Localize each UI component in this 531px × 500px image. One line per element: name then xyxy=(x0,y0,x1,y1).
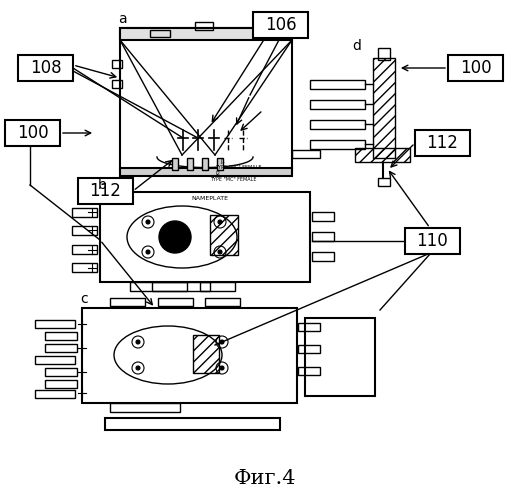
Bar xyxy=(105,418,280,430)
Bar xyxy=(120,28,292,40)
Bar xyxy=(120,168,292,176)
Bar xyxy=(312,252,334,261)
Bar xyxy=(200,282,235,291)
Bar xyxy=(72,245,97,254)
Bar xyxy=(110,403,180,412)
Bar xyxy=(253,12,308,38)
Bar xyxy=(310,140,365,149)
Bar xyxy=(35,356,75,364)
Bar xyxy=(158,298,193,306)
Text: 110: 110 xyxy=(417,232,448,250)
Bar xyxy=(298,345,320,353)
Bar xyxy=(18,55,73,81)
Bar xyxy=(312,232,334,241)
Text: TYPE "MC" FEMALE: TYPE "MC" FEMALE xyxy=(210,177,256,182)
Bar xyxy=(100,192,310,282)
Bar xyxy=(112,60,122,68)
Bar xyxy=(312,212,334,221)
Circle shape xyxy=(220,366,224,370)
Bar xyxy=(5,120,60,146)
Circle shape xyxy=(159,221,191,253)
Bar xyxy=(217,158,223,170)
Text: 100: 100 xyxy=(16,124,48,142)
Text: TYPE "MC" FEMALE: TYPE "MC" FEMALE xyxy=(215,165,261,170)
Bar xyxy=(202,158,208,170)
Bar xyxy=(298,323,320,331)
Bar xyxy=(78,178,133,204)
Text: 112: 112 xyxy=(426,134,458,152)
Bar xyxy=(45,332,77,340)
Bar xyxy=(305,318,375,396)
Bar xyxy=(405,228,460,254)
Bar xyxy=(35,390,75,398)
Bar xyxy=(187,158,193,170)
Bar xyxy=(45,344,77,352)
Circle shape xyxy=(136,366,140,370)
Bar xyxy=(310,100,365,109)
Text: 106: 106 xyxy=(264,16,296,34)
Circle shape xyxy=(146,250,150,254)
Text: a: a xyxy=(118,12,126,26)
Text: J1: J1 xyxy=(220,159,225,164)
Bar xyxy=(35,320,75,328)
Bar xyxy=(120,28,292,170)
Circle shape xyxy=(146,220,150,224)
Bar xyxy=(72,208,97,217)
Text: c: c xyxy=(80,292,88,306)
Bar xyxy=(378,48,390,60)
Circle shape xyxy=(218,250,222,254)
Bar xyxy=(45,380,77,388)
Text: b: b xyxy=(98,178,107,192)
Bar xyxy=(72,263,97,272)
Bar xyxy=(82,308,297,403)
Bar xyxy=(45,368,77,376)
Text: d: d xyxy=(352,39,361,53)
Bar xyxy=(130,282,210,291)
Bar xyxy=(150,30,170,37)
Text: Фиг.4: Фиг.4 xyxy=(234,468,296,487)
Circle shape xyxy=(136,340,140,344)
Text: J2: J2 xyxy=(215,171,220,176)
Text: NAMEPLATE: NAMEPLATE xyxy=(192,196,228,201)
Bar xyxy=(292,150,320,158)
Text: 112: 112 xyxy=(90,182,122,200)
Bar xyxy=(210,215,238,255)
Text: 100: 100 xyxy=(460,59,491,77)
Bar xyxy=(172,158,178,170)
Bar xyxy=(310,120,365,129)
Bar xyxy=(415,130,470,156)
Bar xyxy=(378,178,390,186)
Text: 108: 108 xyxy=(30,59,61,77)
Bar xyxy=(373,58,395,158)
Bar xyxy=(195,22,213,30)
Bar xyxy=(112,80,122,88)
Bar xyxy=(205,298,240,306)
Bar xyxy=(310,80,365,89)
Circle shape xyxy=(220,340,224,344)
Bar xyxy=(298,367,320,375)
Bar xyxy=(152,282,187,291)
Bar xyxy=(110,298,145,306)
Circle shape xyxy=(218,220,222,224)
Bar xyxy=(193,335,219,373)
Bar xyxy=(355,148,410,162)
Bar xyxy=(72,226,97,235)
Bar xyxy=(448,55,503,81)
